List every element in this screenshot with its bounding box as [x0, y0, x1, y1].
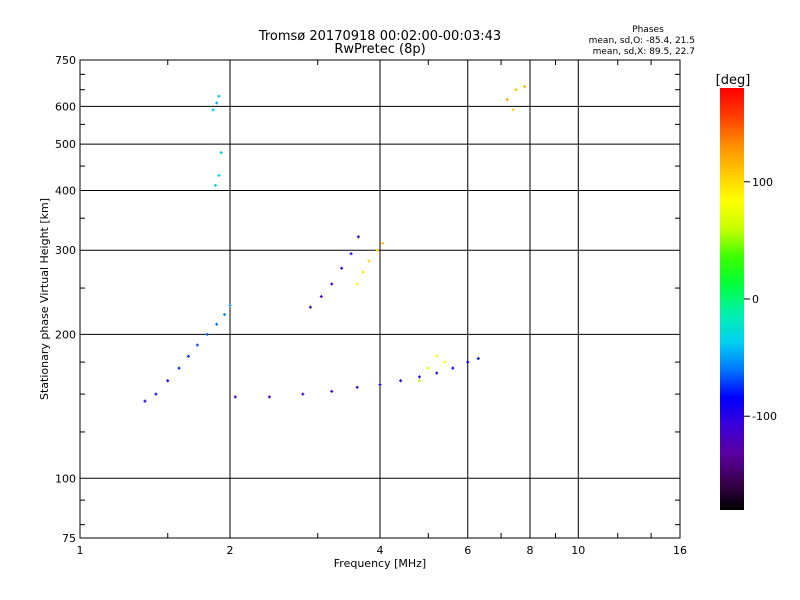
data-point	[186, 354, 190, 358]
data-point	[330, 389, 334, 393]
colorbar-tick-label: 0	[752, 293, 759, 306]
colorbar-tick-label: 100	[752, 176, 773, 189]
data-point	[228, 303, 232, 307]
data-point	[166, 379, 170, 383]
x-tick-label: 1	[77, 544, 84, 557]
x-tick-label: 8	[527, 544, 534, 557]
chart-subtitle: RwPretec (8p)	[334, 42, 425, 57]
data-point	[399, 379, 403, 383]
data-point	[211, 108, 215, 112]
data-point	[217, 173, 221, 177]
data-point	[361, 270, 365, 274]
data-point	[355, 385, 359, 389]
colorbar-label: [deg]	[716, 73, 751, 88]
colorbar-tick-label: -100	[752, 410, 777, 423]
y-tick-label: 500	[55, 138, 76, 151]
x-tick-label: 4	[377, 544, 384, 557]
data-point	[213, 183, 217, 187]
data-point	[340, 266, 344, 270]
data-point	[375, 248, 379, 252]
y-tick-label: 200	[55, 328, 76, 341]
data-point	[514, 88, 518, 92]
grid-lines	[80, 60, 680, 538]
y-axis-label: Stationary phase Virtual Height [km]	[38, 198, 51, 400]
data-point	[426, 366, 430, 370]
data-point	[219, 151, 223, 155]
y-tick-label: 300	[55, 244, 76, 257]
data-point	[319, 295, 323, 299]
x-tick-labels: 1 2 4 6 8 10 16	[77, 544, 688, 557]
data-point	[195, 343, 199, 347]
x-tick-label: 2	[227, 544, 234, 557]
y-tick-label: 100	[55, 472, 76, 485]
data-point	[435, 354, 439, 358]
data-point	[205, 332, 209, 336]
data-point	[143, 399, 147, 403]
stats-heading: Phases	[632, 25, 664, 35]
data-point	[267, 395, 271, 399]
data-point	[355, 282, 359, 286]
data-point	[356, 235, 360, 239]
data-point	[381, 241, 385, 245]
data-point	[523, 85, 527, 89]
y-tick-label: 400	[55, 184, 76, 197]
data-point	[215, 322, 219, 326]
data-point	[301, 392, 305, 396]
y-tick-label: 750	[55, 54, 76, 67]
data-point	[417, 379, 421, 383]
y-tick-label: 600	[55, 100, 76, 113]
data-point	[217, 94, 221, 98]
data-point	[349, 252, 353, 256]
y-tick-label: 75	[62, 532, 76, 545]
data-point	[417, 375, 421, 379]
data-point	[443, 360, 447, 364]
data-points	[143, 85, 527, 403]
data-point	[511, 108, 515, 112]
data-point	[451, 366, 455, 370]
colorbar	[720, 88, 744, 510]
y-tick-labels: 75 100 200 300 400 500 600 750	[55, 54, 76, 545]
colorbar-ticks: 100 0 -100	[744, 176, 777, 423]
data-point	[367, 259, 371, 263]
data-point	[215, 101, 219, 105]
x-tick-label: 10	[571, 544, 585, 557]
x-tick-label: 6	[464, 544, 471, 557]
data-point	[177, 366, 181, 370]
data-point	[435, 371, 439, 375]
data-point	[154, 392, 158, 396]
data-point	[233, 395, 237, 399]
data-point	[330, 282, 334, 286]
data-point	[308, 305, 312, 309]
data-point	[476, 357, 480, 361]
x-tick-label: 16	[673, 544, 687, 557]
data-point	[378, 383, 382, 387]
chart-title: Tromsø 20170918 00:02:00-00:03:43	[258, 29, 501, 44]
x-axis-label: Frequency [MHz]	[334, 557, 426, 570]
stats-line-o: mean, sd,O: -85.4, 21.5	[589, 36, 695, 46]
data-point	[505, 98, 509, 102]
data-point	[466, 360, 470, 364]
data-point	[223, 313, 227, 317]
stats-line-x: mean, sd,X: 89.5, 22.7	[593, 47, 695, 57]
